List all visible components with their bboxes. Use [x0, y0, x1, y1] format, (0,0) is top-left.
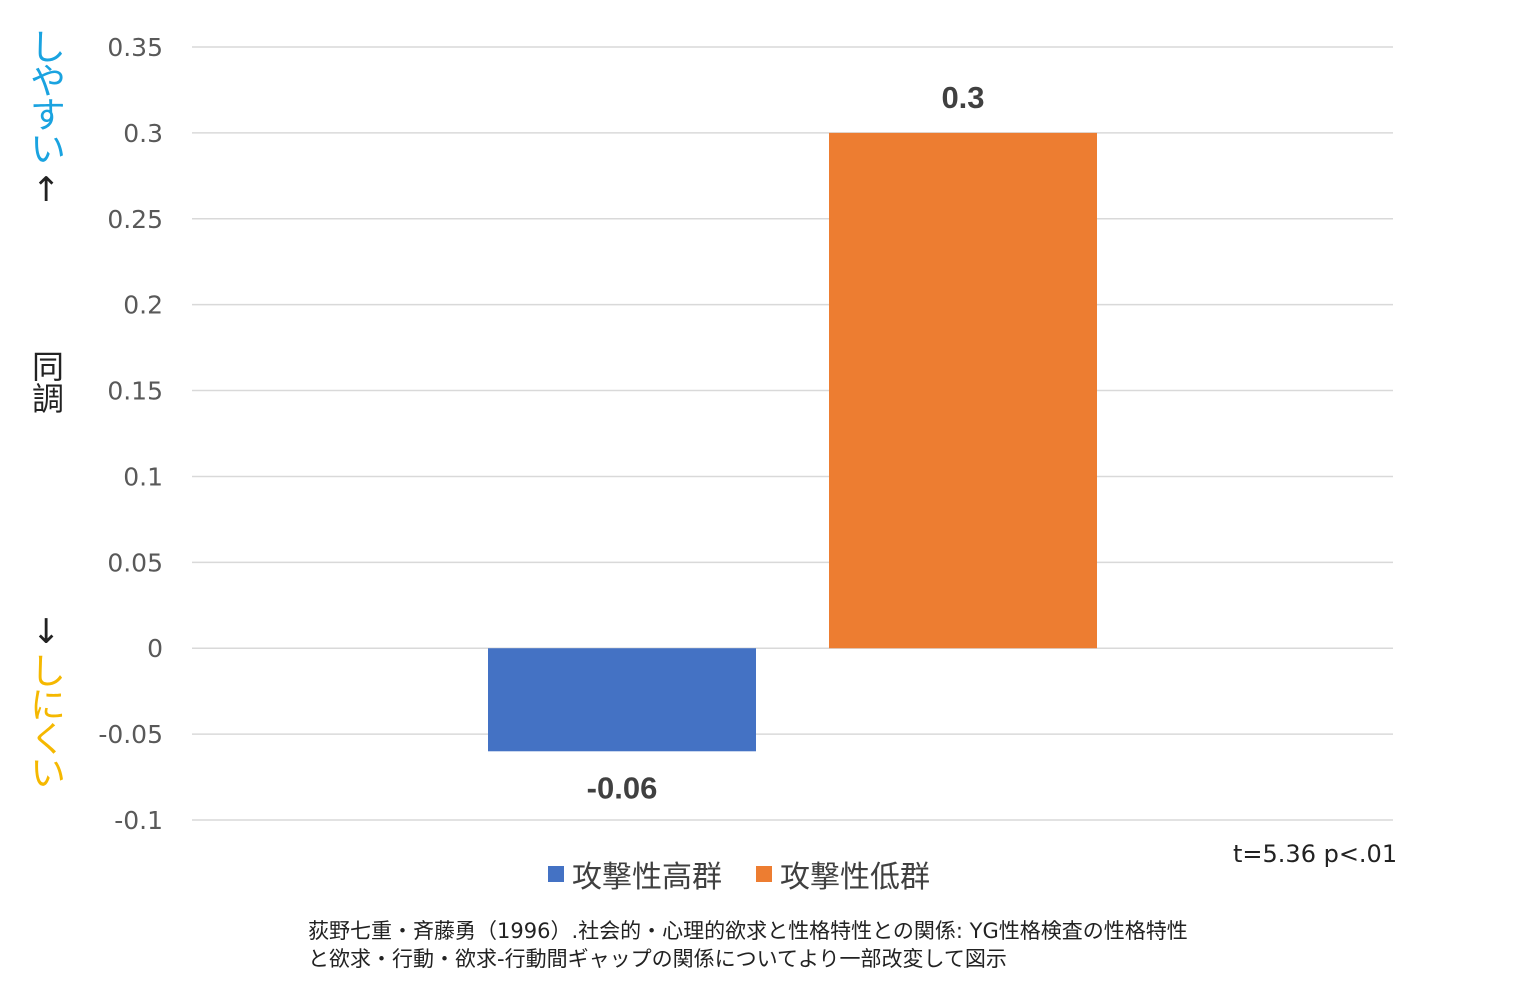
bar	[829, 132, 1097, 649]
data-label: 0.3	[941, 80, 984, 115]
legend-item-low: 攻撃性低群	[756, 852, 930, 896]
y-tick-label: 0.1	[123, 462, 163, 491]
chart-legend: 攻撃性高群 攻撃性低群	[548, 852, 964, 896]
source-line: 荻野七重・斉藤勇（1996）.社会的・心理的欲求と性格特性との関係: YG性格検…	[308, 919, 1188, 943]
y-axis-label-middle: 同調	[27, 350, 65, 414]
y-tick-label: 0.25	[107, 205, 163, 234]
y-axis-label-top: しやすい	[24, 28, 65, 164]
y-axis-label-bottom: しにくい	[24, 652, 65, 788]
legend-label-high: 攻撃性高群	[572, 860, 722, 895]
legend-swatch-low	[756, 866, 772, 882]
y-tick-label: 0.35	[107, 33, 163, 62]
bar	[488, 648, 756, 752]
legend-swatch-high	[548, 866, 564, 882]
y-tick-label: 0.2	[123, 291, 163, 320]
y-tick-label: 0.05	[107, 548, 163, 577]
stats-annotation: t=5.36 p<.01	[1233, 840, 1398, 868]
y-tick-label: -0.1	[114, 806, 163, 835]
y-tick-label: 0.15	[107, 377, 163, 406]
down-arrow-icon: ↓	[32, 612, 61, 652]
data-label: -0.06	[587, 770, 658, 805]
up-arrow-icon: ↑	[32, 170, 61, 210]
source-citation: 荻野七重・斉藤勇（1996）.社会的・心理的欲求と性格特性との関係: YG性格検…	[308, 917, 1188, 973]
legend-item-high: 攻撃性高群	[548, 852, 722, 896]
y-tick-label: 0	[147, 634, 163, 663]
source-line: と欲求・行動・欲求-行動間ギャップの関係についてより一部改変して図示	[308, 947, 1007, 971]
y-tick-label: -0.05	[98, 720, 163, 749]
y-tick-label: 0.3	[123, 119, 163, 148]
legend-label-low: 攻撃性低群	[780, 860, 930, 895]
